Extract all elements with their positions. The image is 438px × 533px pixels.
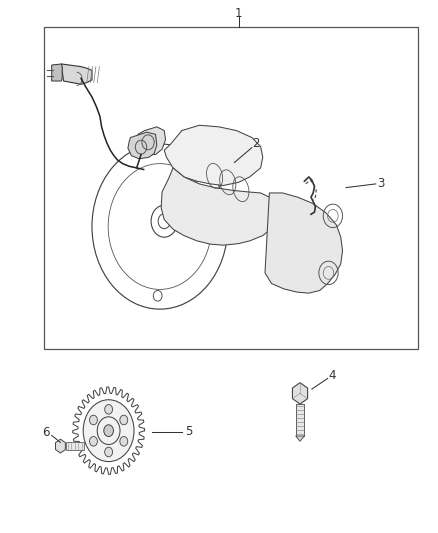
- Circle shape: [105, 447, 113, 457]
- Polygon shape: [56, 439, 65, 453]
- Circle shape: [89, 415, 97, 425]
- Polygon shape: [61, 64, 92, 84]
- Polygon shape: [52, 64, 62, 81]
- Polygon shape: [161, 168, 278, 245]
- Polygon shape: [136, 127, 166, 155]
- Polygon shape: [293, 383, 307, 404]
- Text: 6: 6: [42, 426, 50, 439]
- Polygon shape: [164, 125, 263, 185]
- Circle shape: [120, 415, 128, 425]
- Text: 5: 5: [185, 425, 192, 438]
- Text: 1: 1: [235, 7, 243, 20]
- Polygon shape: [128, 132, 157, 159]
- Polygon shape: [296, 404, 304, 436]
- Text: 4: 4: [328, 369, 336, 382]
- Polygon shape: [265, 193, 343, 293]
- Text: 2: 2: [252, 138, 260, 150]
- Circle shape: [104, 425, 113, 437]
- Circle shape: [120, 437, 128, 446]
- Bar: [44, 27, 418, 349]
- Circle shape: [105, 405, 113, 414]
- Polygon shape: [66, 442, 84, 450]
- Text: 3: 3: [378, 177, 385, 190]
- Polygon shape: [296, 436, 304, 441]
- Polygon shape: [83, 400, 134, 462]
- Circle shape: [89, 437, 97, 446]
